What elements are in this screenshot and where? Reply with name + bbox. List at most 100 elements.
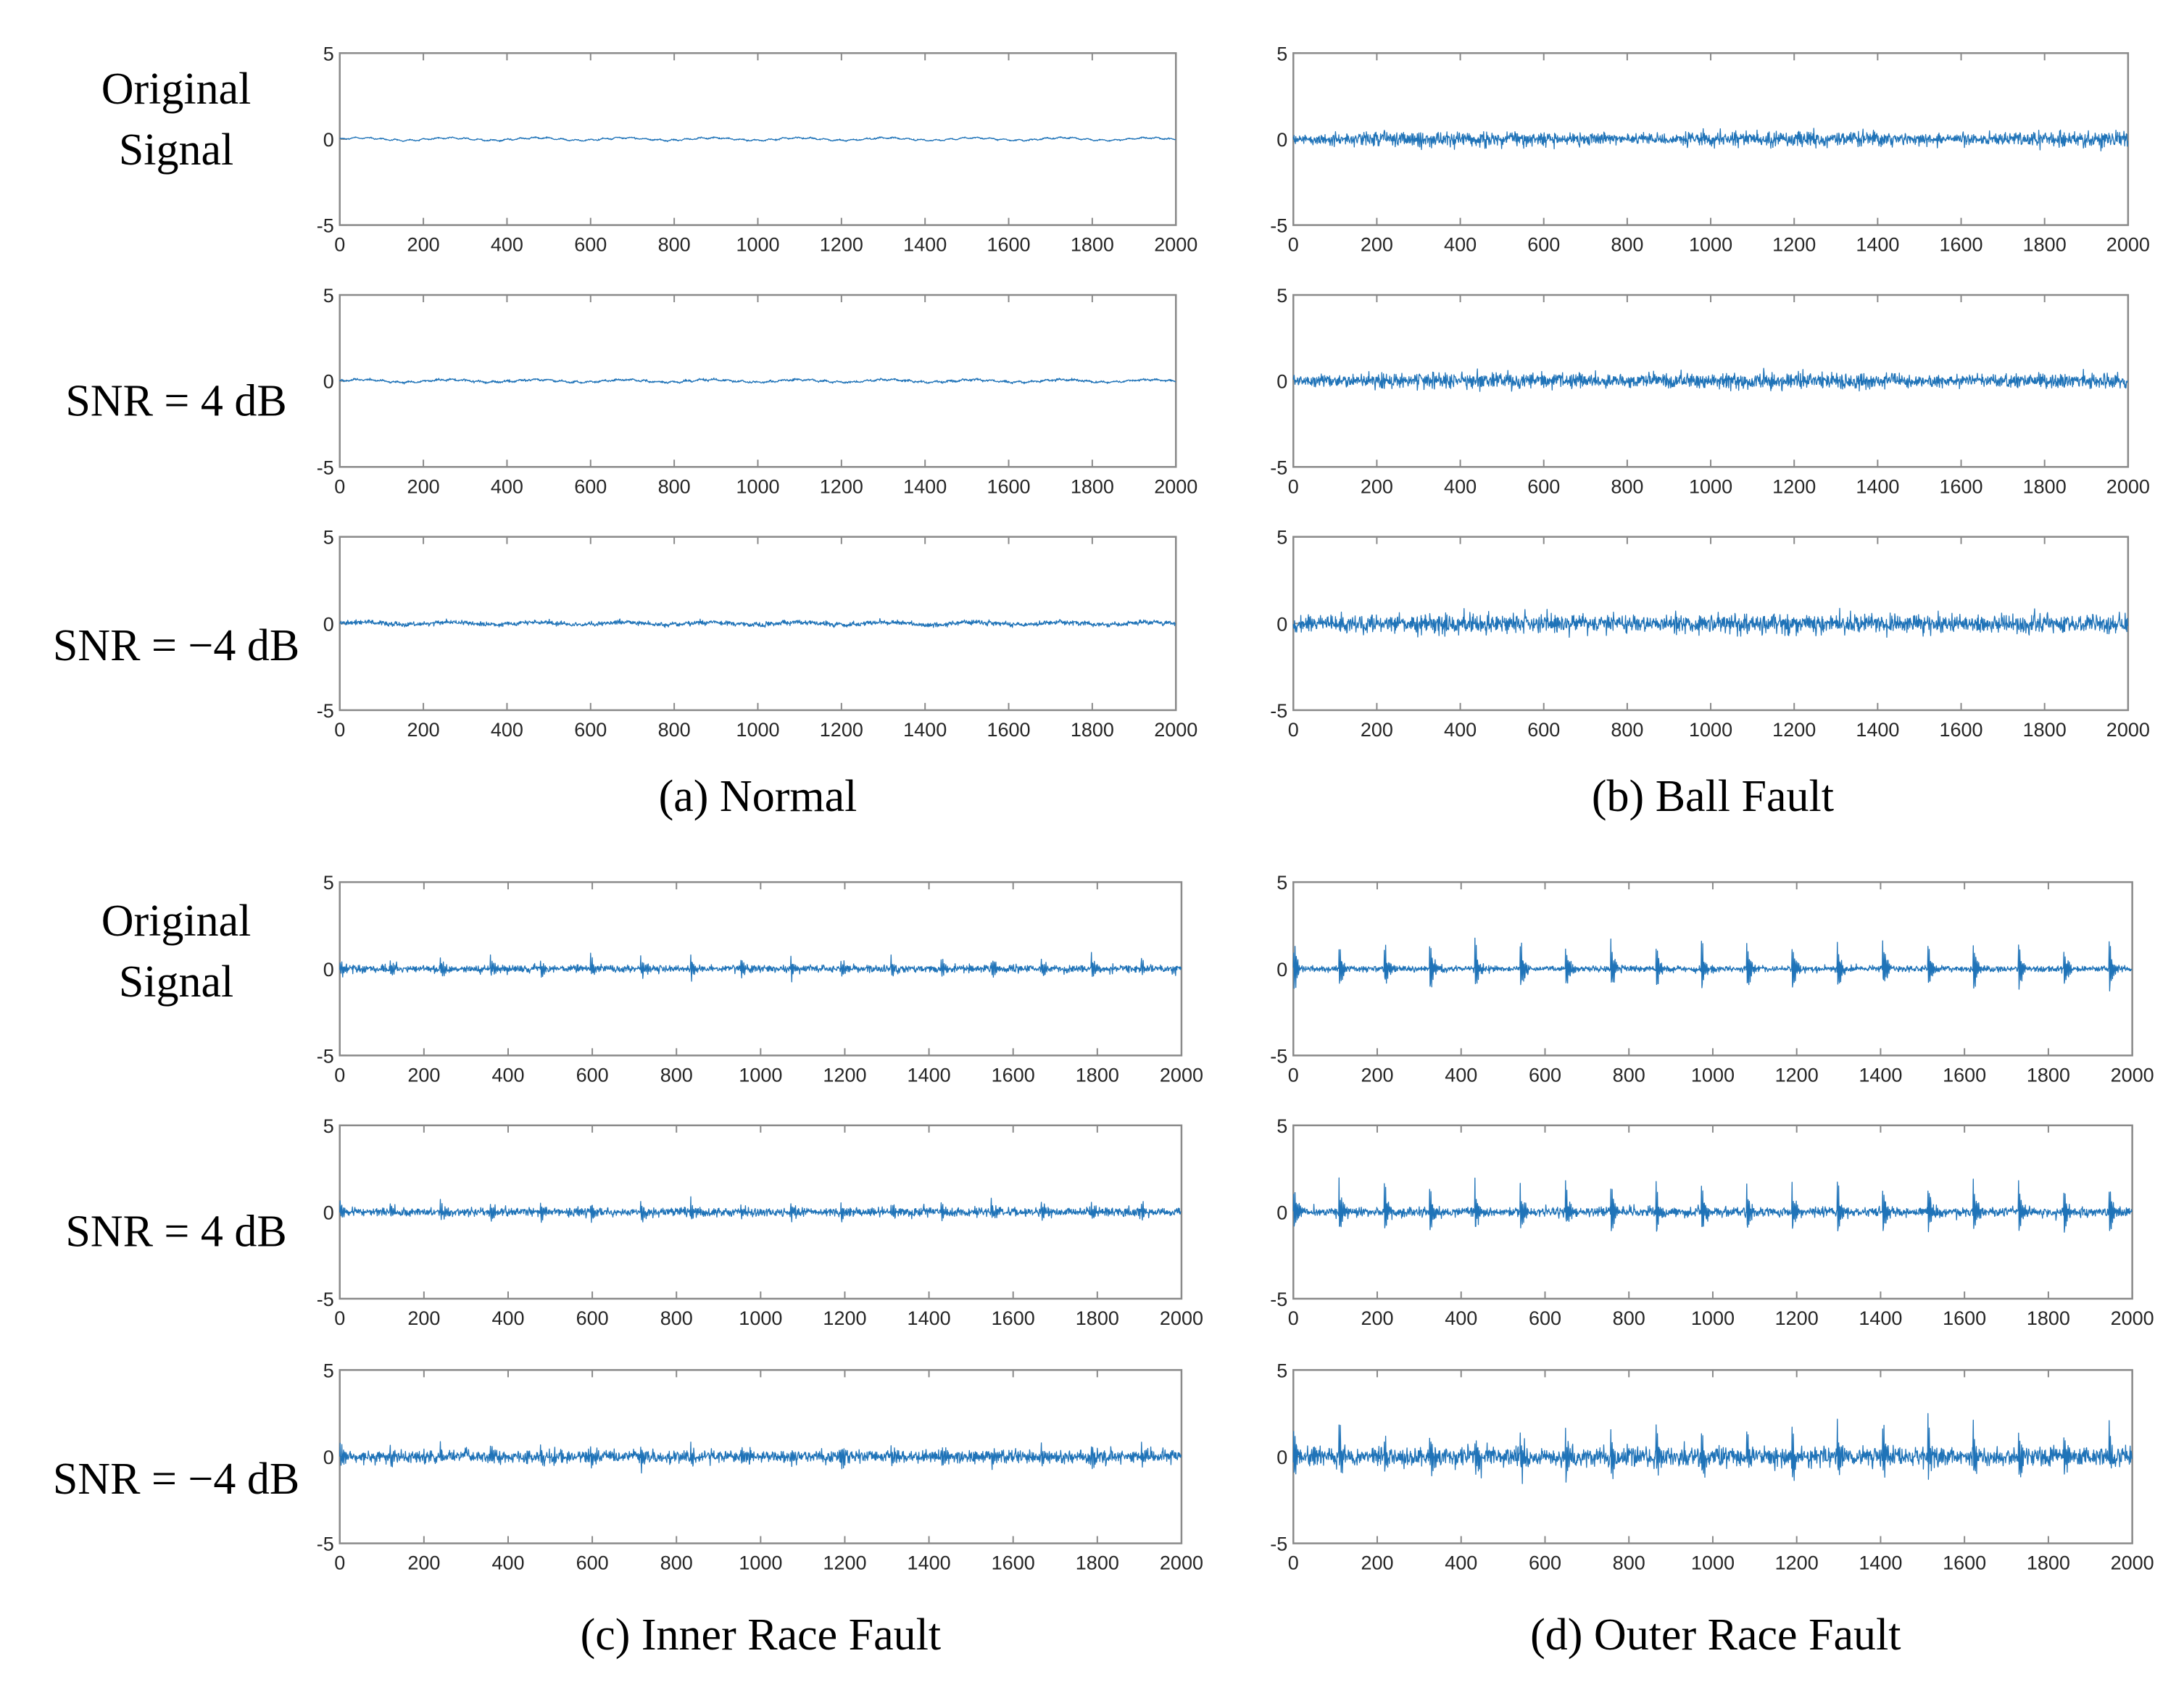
y-tick-label: 5: [1276, 527, 1287, 549]
y-tick-label: -5: [317, 457, 334, 478]
x-tick-label: 1600: [987, 475, 1030, 497]
x-tick-label: 200: [1361, 1064, 1393, 1086]
row-label: SNR = 4 dB: [65, 377, 286, 426]
x-tick-label: 0: [1288, 1307, 1299, 1329]
x-tick-label: 1800: [1071, 234, 1114, 256]
x-tick-label: 800: [660, 1064, 693, 1086]
x-tick-label: 1800: [1076, 1552, 1119, 1574]
panel-d: 0 200 400 600 800 1000 1200 1400 1600 1800 200050-…: [1270, 872, 2154, 1660]
x-tick-label: 200: [407, 719, 440, 741]
x-tick-label: 1200: [1772, 234, 1816, 256]
signal-line: [339, 617, 1176, 628]
y-tick-label: 5: [323, 1115, 334, 1137]
x-tick-label: 600: [576, 1307, 609, 1329]
x-tick-label: 600: [1527, 475, 1560, 497]
y-tick-label: -5: [317, 1289, 334, 1310]
x-tick-label: 200: [1361, 1552, 1393, 1574]
x-tick-label: 1200: [1772, 719, 1816, 741]
signal-line: [339, 952, 1182, 983]
row-label: SNR = −4 dB: [53, 1455, 299, 1504]
x-tick-label: 400: [491, 234, 523, 256]
x-tick-label: 1000: [1689, 719, 1732, 741]
x-tick-label: 1400: [1859, 1064, 1902, 1086]
x-tick-label: 1600: [987, 234, 1030, 256]
x-tick-label: 2000: [2106, 234, 2150, 256]
x-tick-label: 600: [574, 234, 607, 256]
x-tick-label: 1000: [736, 719, 779, 741]
subplot-a-2: 0 200 400 600 800 1000 1200 1400 1600 1800 200050-…: [317, 285, 1198, 497]
row-label: Original Signal: [101, 65, 252, 175]
signal-line: [339, 377, 1176, 385]
x-tick-label: 800: [1611, 234, 1643, 256]
panel-b: 0 200 400 600 800 1000 1200 1400 1600 1800 200050-…: [1270, 43, 2150, 820]
x-tick-label: 600: [1527, 234, 1560, 256]
y-tick-label: 0: [323, 1202, 334, 1223]
x-tick-label: 0: [334, 1552, 345, 1574]
x-tick-label: 800: [1613, 1552, 1645, 1574]
x-tick-label: 1200: [1772, 475, 1816, 497]
x-tick-label: 1000: [739, 1064, 782, 1086]
x-tick-label: 1200: [820, 475, 863, 497]
row-label: Original Signal: [101, 896, 252, 1007]
signal-line: [339, 1196, 1182, 1223]
x-tick-label: 1800: [1071, 475, 1114, 497]
x-tick-label: 2000: [1160, 1064, 1203, 1086]
x-tick-label: 400: [491, 719, 523, 741]
y-tick-label: -5: [1270, 700, 1287, 722]
x-tick-label: 800: [660, 1552, 693, 1574]
y-tick-label: -5: [1270, 1534, 1287, 1555]
x-tick-label: 1600: [992, 1307, 1035, 1329]
x-tick-label: 200: [407, 1064, 440, 1086]
x-tick-label: 600: [574, 719, 607, 741]
x-tick-label: 800: [660, 1307, 693, 1329]
subplot-b-3: 0 200 400 600 800 1000 1200 1400 1600 1800 200050-…: [1270, 527, 2150, 741]
y-tick-label: 5: [1276, 872, 1287, 894]
x-tick-label: 600: [1527, 719, 1560, 741]
x-tick-label: 200: [1361, 475, 1393, 497]
x-tick-label: 200: [1361, 234, 1393, 256]
signal-line: [1292, 607, 2128, 638]
y-tick-label: 0: [1276, 1202, 1287, 1223]
x-tick-label: 2000: [1154, 475, 1197, 497]
x-tick-label: 1000: [1691, 1552, 1735, 1574]
panel-caption: (b) Ball Fault: [1592, 772, 1834, 821]
panel-c: 0 200 400 600 800 1000 1200 1400 1600 1800 2000 5 0 -…: [53, 872, 1203, 1660]
x-tick-label: 0: [334, 475, 345, 497]
x-tick-label: 1000: [1691, 1064, 1735, 1086]
subplot-d-1: 0 200 400 600 800 1000 1200 1400 1600 1800 200050-…: [1270, 872, 2154, 1086]
x-tick-label: 1400: [903, 234, 947, 256]
x-tick-label: 200: [407, 1552, 440, 1574]
x-tick-label: 800: [658, 719, 691, 741]
x-tick-label: 1400: [1856, 475, 1899, 497]
x-tick-label: 2000: [1154, 234, 1197, 256]
x-tick-label: 1600: [987, 719, 1030, 741]
x-tick-label: 2000: [1160, 1552, 1203, 1574]
x-tick-label: 1400: [908, 1552, 951, 1574]
x-tick-label: 400: [1444, 719, 1477, 741]
y-tick-label: -5: [1270, 1045, 1287, 1067]
x-tick-label: 1200: [823, 1552, 866, 1574]
x-tick-label: 400: [1445, 1552, 1477, 1574]
x-tick-label: 1600: [1943, 1552, 1986, 1574]
y-tick-label: 0: [1276, 129, 1287, 151]
x-tick-label: 800: [1613, 1064, 1645, 1086]
x-tick-label: 200: [1361, 1307, 1393, 1329]
y-tick-label: -5: [1270, 457, 1287, 478]
x-tick-label: 1800: [1071, 719, 1114, 741]
y-tick-label: 0: [1276, 371, 1287, 393]
y-tick-label: 0: [323, 613, 334, 635]
x-tick-label: 0: [1288, 1552, 1299, 1574]
x-tick-label: 0: [1288, 475, 1299, 497]
x-tick-label: 1200: [823, 1307, 866, 1329]
x-tick-label: 400: [491, 1307, 524, 1329]
x-tick-label: 1400: [903, 719, 947, 741]
y-tick-label: 5: [323, 43, 334, 65]
x-tick-label: 400: [1444, 475, 1477, 497]
x-tick-label: 1000: [1691, 1307, 1735, 1329]
x-tick-label: 200: [407, 234, 440, 256]
x-tick-label: 0: [334, 719, 345, 741]
subplot-b-1: 0 200 400 600 800 1000 1200 1400 1600 1800 200050-…: [1270, 43, 2150, 255]
x-tick-label: 1600: [1943, 1064, 1986, 1086]
x-tick-label: 2000: [1154, 719, 1197, 741]
signal-line: [1292, 1177, 2133, 1233]
